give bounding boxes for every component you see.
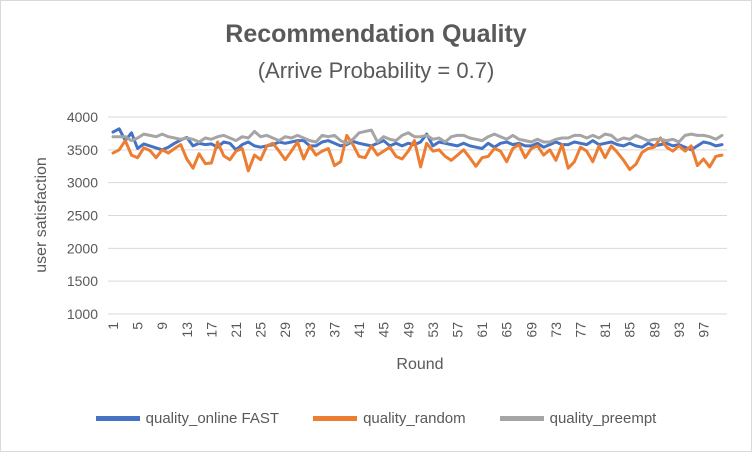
series-line-quality-online-fast — [111, 127, 724, 152]
legend-item-online-fast: quality_online FAST — [95, 410, 280, 427]
x-tick-label-29: 29 — [277, 322, 293, 338]
x-tick-label-77: 77 — [573, 322, 589, 338]
x-tick-label-37: 37 — [326, 322, 342, 338]
x-tick-labels: 1 5 9 13 17 21 25 29 33 37 41 45 49 53 57 61 65 69 73 77 81 8… — [105, 322, 712, 338]
y-tick-label-1000: 1000 — [67, 306, 98, 322]
legend: quality_online FAST quality_random quali… — [0, 410, 752, 427]
x-tick-label-65: 65 — [499, 322, 515, 338]
legend-swatch-random — [313, 416, 358, 421]
x-tick-label-5: 5 — [130, 322, 146, 330]
x-tick-label-49: 49 — [400, 322, 416, 338]
legend-label-random: quality_random — [363, 410, 466, 427]
x-tick-label-57: 57 — [449, 322, 465, 338]
y-tick-label-3000: 3000 — [67, 175, 98, 191]
y-tick-label-4000: 4000 — [67, 109, 98, 125]
x-tick-label-97: 97 — [696, 322, 712, 338]
x-tick-label-69: 69 — [523, 322, 539, 338]
x-tick-label-41: 41 — [351, 322, 367, 338]
legend-item-random: quality_random — [313, 410, 466, 427]
series-line-quality-random — [111, 133, 724, 173]
series-lines — [111, 127, 724, 173]
x-tick-label-61: 61 — [474, 322, 490, 338]
y-tick-label-3500: 3500 — [67, 142, 98, 158]
series-line-quality-preempt — [111, 128, 724, 145]
x-tick-label-1: 1 — [105, 322, 121, 330]
y-tick-label-1500: 1500 — [67, 273, 98, 289]
x-tick-label-85: 85 — [622, 322, 638, 338]
x-tick-label-33: 33 — [302, 322, 318, 338]
x-axis-label: Round — [396, 356, 444, 373]
y-tick-labels: 1000 1500 2000 2500 3000 3500 4000 — [67, 109, 98, 322]
x-tick-label-21: 21 — [228, 322, 244, 338]
x-tick-label-9: 9 — [154, 322, 170, 330]
y-tick-label-2500: 2500 — [67, 208, 98, 224]
legend-item-preempt: quality_preempt — [499, 410, 657, 427]
legend-swatch-preempt — [499, 416, 544, 421]
x-tick-label-53: 53 — [425, 322, 441, 338]
x-tick-label-45: 45 — [376, 322, 392, 338]
legend-swatch-online-fast — [95, 416, 140, 421]
legend-label-preempt: quality_preempt — [549, 410, 657, 427]
x-tick-label-73: 73 — [548, 322, 564, 338]
x-tick-label-17: 17 — [203, 322, 219, 338]
y-tick-label-2000: 2000 — [67, 240, 98, 256]
x-tick-label-81: 81 — [597, 322, 613, 338]
x-tick-label-89: 89 — [646, 322, 662, 338]
chart-subtitle: (Arrive Probability = 0.7) — [257, 58, 495, 83]
x-tick-label-13: 13 — [179, 322, 195, 338]
chart-title: Recommendation Quality — [225, 20, 527, 48]
x-tick-label-25: 25 — [253, 322, 269, 338]
legend-label-online-fast: quality_online FAST — [145, 410, 280, 427]
x-tick-label-93: 93 — [671, 322, 687, 338]
